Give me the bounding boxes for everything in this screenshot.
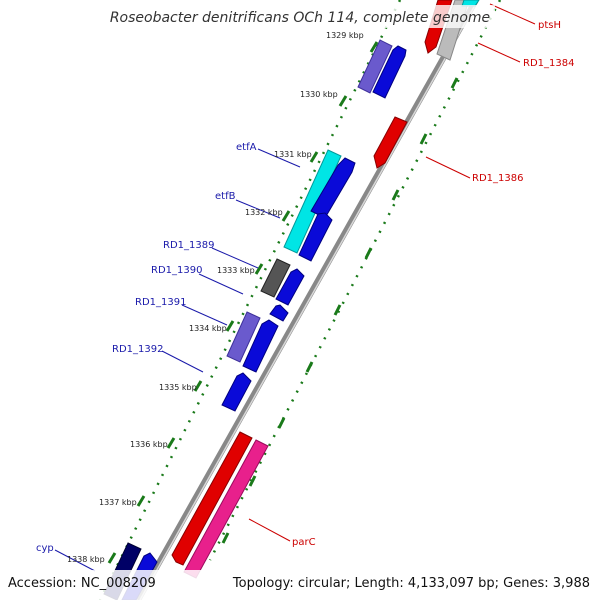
leader-RD1_1386 (425, 156, 471, 179)
gene-label-cyp[interactable]: cyp (36, 543, 54, 554)
ruler-tick-1331 (309, 151, 319, 163)
outer-ring-tick (277, 417, 286, 429)
ruler-tick-1335 (193, 380, 203, 392)
tick-label-1333: 1333 kbp (217, 266, 255, 275)
gene-label-RD1_1386[interactable]: RD1_1386 (472, 173, 523, 184)
tick-label-1334: 1334 kbp (189, 324, 227, 333)
ruler-tick-1334 (225, 320, 235, 332)
gene-block-RD1_1391[interactable] (226, 311, 261, 363)
gene-block-etfA[interactable] (283, 149, 342, 254)
leader-RD1_1391 (181, 304, 228, 326)
leader-cyp (54, 549, 96, 572)
gene-arrow-RD1_1386[interactable] (373, 116, 408, 169)
outer-ring-tick (333, 304, 342, 316)
ruler-tick-1332 (281, 210, 291, 222)
outer-ring-ticks (221, 77, 459, 544)
gene-arrow-RD1_1391-small[interactable] (269, 304, 289, 322)
gene-label-RD1_1384[interactable]: RD1_1384 (523, 58, 574, 69)
gene-label-etfA[interactable]: etfA (236, 142, 257, 153)
ruler-tick-1338 (107, 552, 117, 564)
outer-ring-tick (391, 189, 400, 201)
gene-label-RD1_1390[interactable]: RD1_1390 (151, 265, 202, 276)
leader-RD1_1384 (477, 42, 521, 63)
ruler-tick-1336 (166, 437, 176, 449)
gene-label-ptsH[interactable]: ptsH (538, 20, 561, 31)
tick-label-1329: 1329 kbp (326, 31, 364, 40)
tick-label-1335: 1335 kbp (159, 383, 197, 392)
genome-backbone-highlight (139, 0, 479, 600)
outer-ring-tick (450, 77, 459, 89)
leader-parC (248, 518, 291, 542)
ruler-major-ticks (107, 41, 379, 564)
gene-arrow-etfB[interactable] (298, 212, 333, 262)
reverse-genes (171, 0, 480, 579)
leader-etfA (257, 148, 301, 168)
ruler-tick-1337 (136, 495, 146, 507)
gene-labels-left: etfA etfB RD1_1389 RD1_1390 RD1_1391 RD1… (36, 142, 257, 554)
gene-labels-right: ptsH RD1_1384 RD1_1386 parC (292, 20, 574, 548)
ruler-tick-1330 (338, 95, 348, 107)
gene-block-purple-top[interactable] (357, 39, 393, 94)
gene-arrow-blue-mid[interactable] (221, 372, 252, 412)
leader-RD1_1390 (198, 273, 244, 295)
tick-label-1338: 1338 kbp (67, 555, 105, 564)
gene-label-RD1_1392[interactable]: RD1_1392 (112, 344, 163, 355)
gene-label-RD1_1391[interactable]: RD1_1391 (135, 297, 186, 308)
ruler-tick-1329 (369, 41, 379, 53)
tick-label-1336: 1336 kbp (130, 440, 168, 449)
gene-arrow-RD1_1392[interactable] (242, 319, 279, 373)
tick-label-1332: 1332 kbp (245, 208, 283, 217)
gene-label-etfB[interactable]: etfB (215, 191, 236, 202)
tick-labels: 1329 kbp 1330 kbp 1331 kbp 1332 kbp 1333… (67, 31, 364, 564)
gene-arrow-RD1_1390[interactable] (275, 268, 305, 306)
outer-ring-tick (305, 361, 314, 373)
ruler-tick-1333 (254, 263, 264, 275)
leader-ptsH (489, 3, 536, 25)
label-leaders-right (248, 3, 536, 542)
gene-block-RD1_1389[interactable] (260, 258, 291, 298)
genome-backbone (135, 0, 479, 600)
outer-ring-tick (364, 247, 373, 259)
title-backdrop (110, 5, 495, 28)
forward-genes (103, 39, 407, 600)
inner-ruler-dots (98, 0, 402, 600)
gene-label-parC[interactable]: parC (292, 537, 316, 548)
tick-label-1337: 1337 kbp (99, 498, 137, 507)
outer-ring-tick (221, 532, 230, 544)
tick-label-1330: 1330 kbp (300, 90, 338, 99)
accession-text: Accession: NC_008209 (8, 576, 156, 591)
label-leaders (54, 148, 301, 572)
page-title: Roseobacter denitrificans OCh 114, compl… (110, 10, 490, 26)
leader-RD1_1392 (161, 350, 204, 373)
outer-ring-tick (248, 475, 257, 487)
gene-arrow-parC-red[interactable] (171, 431, 253, 566)
gene-arrow-blue-top[interactable] (372, 45, 407, 99)
leader-RD1_1389 (211, 247, 259, 269)
genome-info-text: Topology: circular; Length: 4,133,097 bp… (232, 576, 590, 591)
gene-label-RD1_1389[interactable]: RD1_1389 (163, 240, 214, 251)
footer-backdrop (0, 570, 600, 600)
tick-label-1331: 1331 kbp (274, 150, 312, 159)
outer-ring-tick (419, 133, 428, 145)
leader-etfB (235, 199, 281, 219)
